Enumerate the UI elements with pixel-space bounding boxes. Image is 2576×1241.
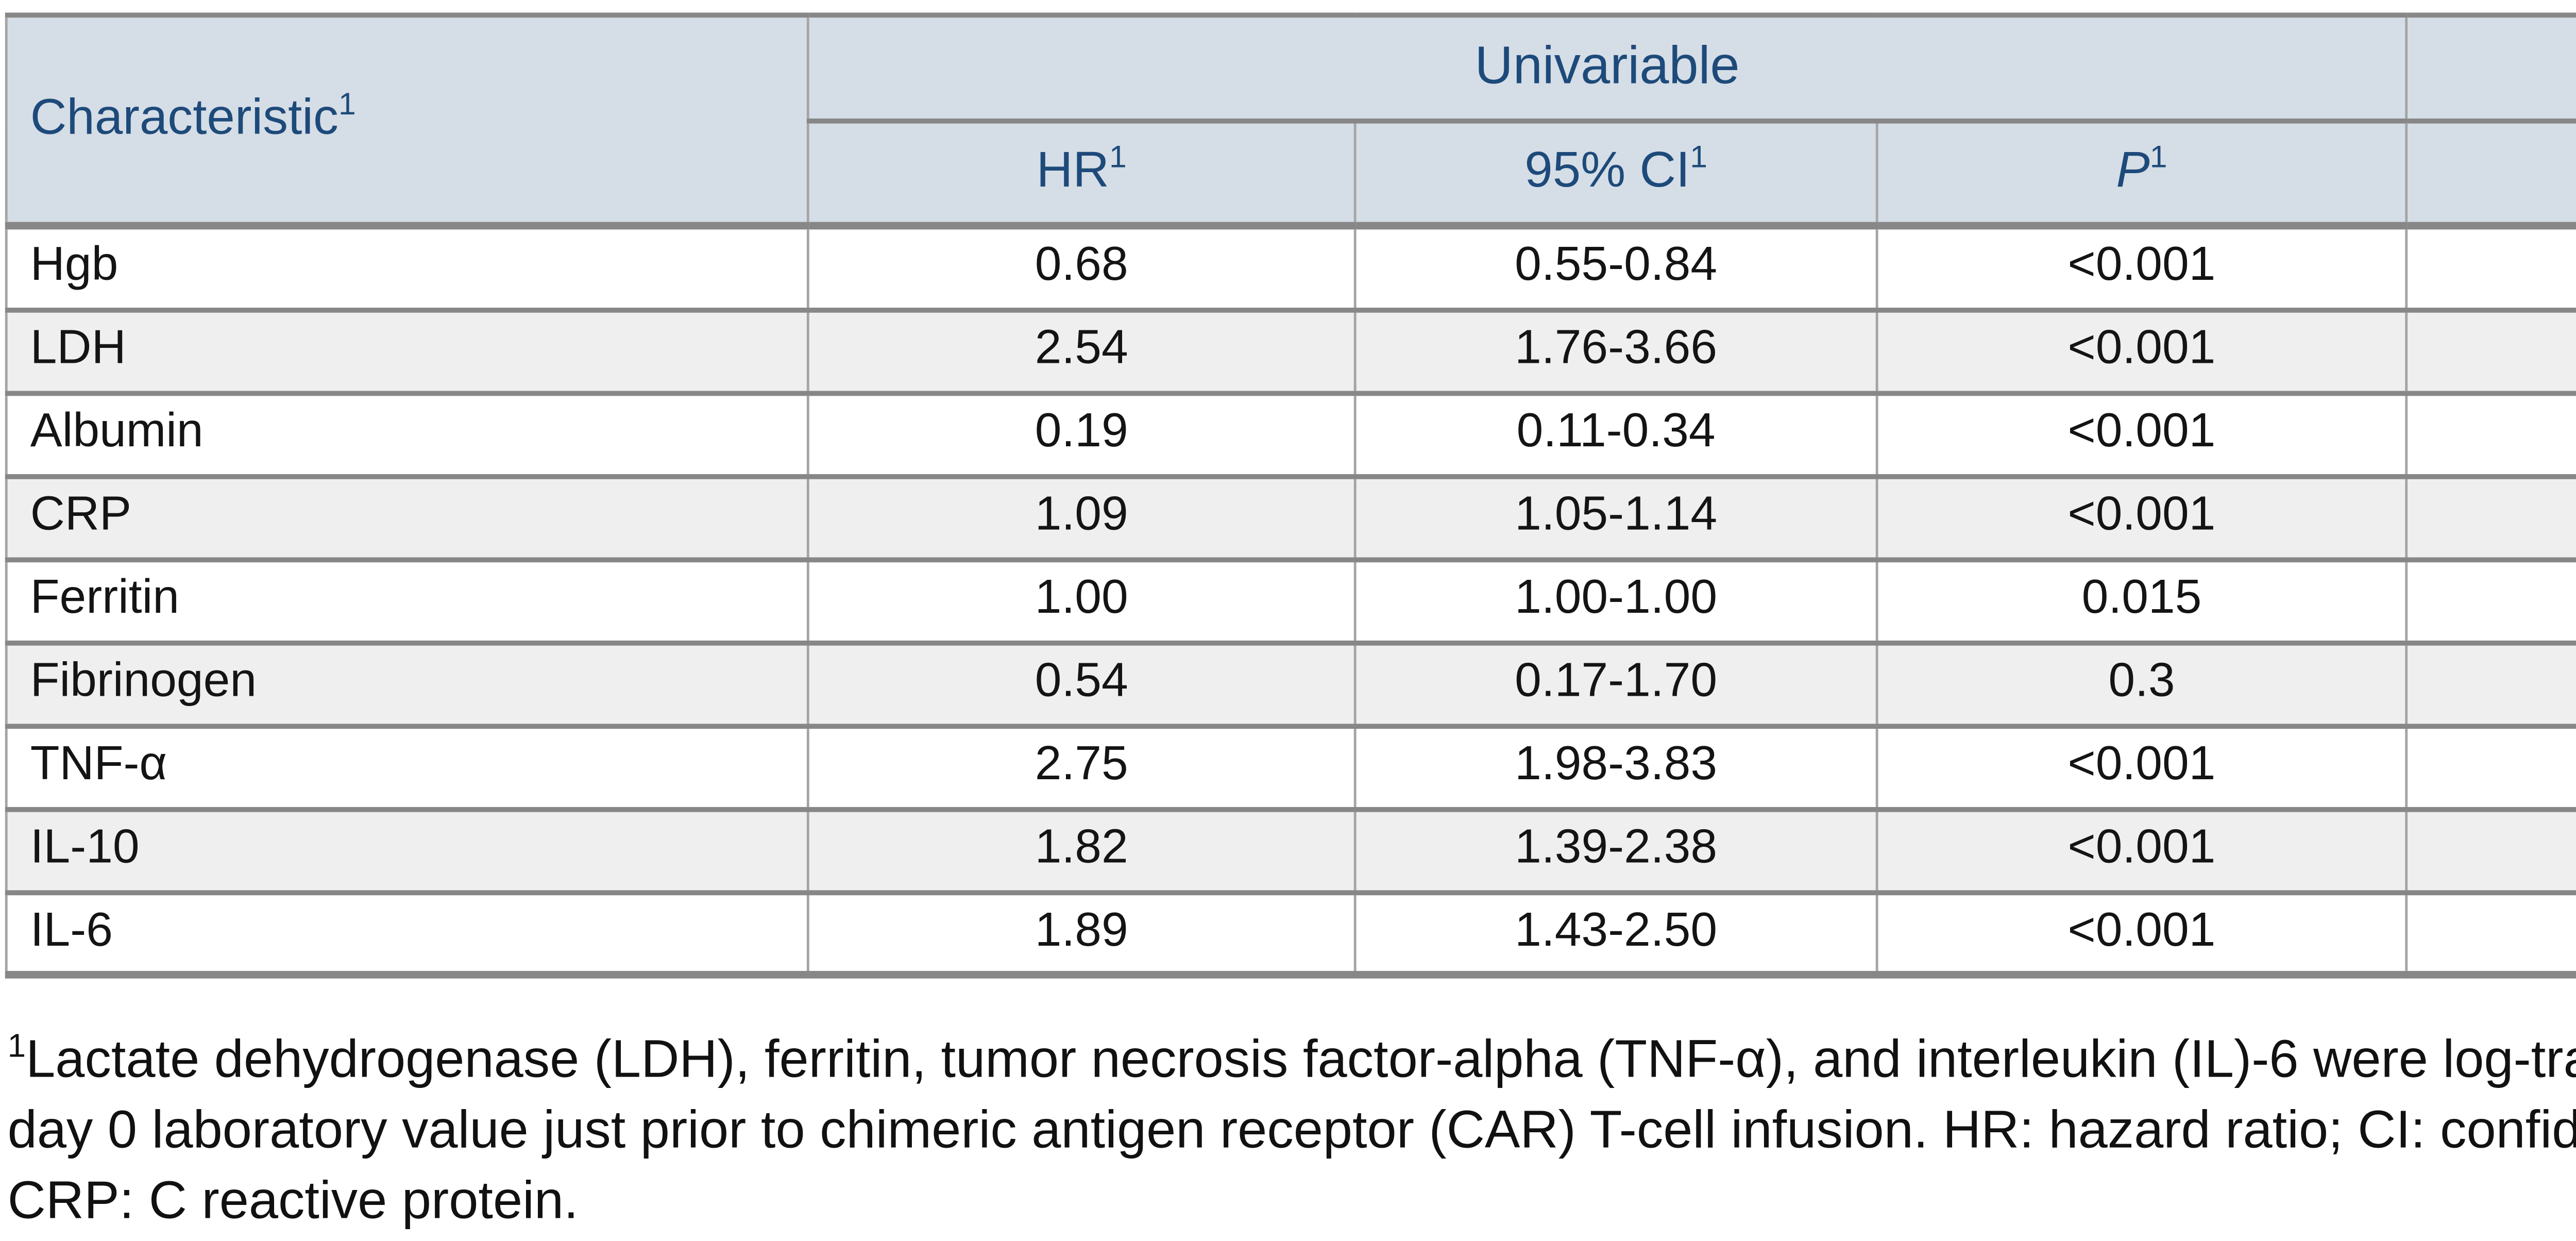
footnote-line: day 0 laboratory value just prior to chi… <box>7 1102 2576 1160</box>
column-header-p: P1 <box>1875 121 2408 230</box>
footnote-line: CRP: C reactive protein. <box>7 1172 579 1231</box>
value-cell: 1.76-3.66 <box>1353 309 1878 392</box>
value-cell: 1.82 <box>806 808 1357 892</box>
value-cell: - <box>2405 475 2576 559</box>
value-cell: 1.89 <box>806 891 1357 975</box>
value-cell: 1.00 <box>806 558 1357 642</box>
value-cell: <0.001 <box>1875 891 2408 975</box>
value-cell: 0.17-1.70 <box>1353 642 1878 725</box>
value-cell: 0.11-0.34 <box>1353 392 1878 476</box>
value-cell: 1.09 <box>806 475 1357 559</box>
value-cell: 1.39-2.38 <box>1353 808 1878 892</box>
value-cell: <0.001 <box>1875 725 2408 809</box>
value-cell: 2.54 <box>806 309 1357 392</box>
row-label: Hgb <box>5 225 809 309</box>
footnote-line: 1Lactate dehydrogenase (LDH), ferritin, … <box>7 1026 2576 1089</box>
value-cell: 1.74 <box>2405 891 2576 975</box>
value-cell: 2.75 <box>806 725 1357 809</box>
value-cell: - <box>2405 642 2576 725</box>
table-body: Hgb0.680.55-0.84<0.001---LDH2.541.76-3.6… <box>5 225 2576 975</box>
column-header-hr: HR1 <box>2405 121 2576 230</box>
table-row: IL-101.821.39-2.38<0.001--- <box>5 808 2576 892</box>
table-row: TNF-α2.751.98-3.83<0.0012.231.54-3.23<0.… <box>5 725 2576 809</box>
value-cell: <0.001 <box>1875 309 2408 392</box>
value-cell: 0.19 <box>806 392 1357 476</box>
value-cell: - <box>2405 392 2576 476</box>
table-row: IL-61.891.43-2.50<0.0011.741.18-2.560.00… <box>5 891 2576 975</box>
row-label: LDH <box>5 309 809 392</box>
group-header-univariable: Univariable <box>806 12 2408 124</box>
value-cell: <0.001 <box>1875 392 2408 476</box>
value-cell: 0.3 <box>1875 642 2408 725</box>
value-cell: 1.98-3.83 <box>1353 725 1878 809</box>
row-label: Fibrinogen <box>5 642 809 725</box>
footnote: 1Lactate dehydrogenase (LDH), ferritin, … <box>8 1027 2576 1238</box>
row-label: IL-10 <box>5 808 809 892</box>
group-header-multivariable: Multivariable <box>2405 12 2576 124</box>
row-label: Albumin <box>5 392 809 476</box>
value-cell: 1.00-1.00 <box>1353 558 1878 642</box>
group-header-row: Characteristic1 Univariable Multivariabl… <box>5 12 2576 230</box>
value-cell: - <box>2405 225 2576 309</box>
value-cell: - <box>2405 309 2576 392</box>
footnote-marker: 1 <box>7 1026 26 1065</box>
column-header-hr: HR1 <box>806 121 1357 230</box>
value-cell: 1.43-2.50 <box>1353 891 1878 975</box>
value-cell: 0.55-0.84 <box>1353 225 1878 309</box>
value-cell: - <box>2405 808 2576 892</box>
table-row: Ferritin1.001.00-1.000.0151.001.00-1.000… <box>5 558 2576 642</box>
value-cell: 0.015 <box>1875 558 2408 642</box>
value-cell: 1.00 <box>2405 558 2576 642</box>
row-label: IL-6 <box>5 891 809 975</box>
value-cell: 0.68 <box>806 225 1357 309</box>
footnote-marker: 1 <box>2149 139 2167 175</box>
value-cell: <0.001 <box>1875 225 2408 309</box>
value-cell: 1.05-1.14 <box>1353 475 1878 559</box>
value-cell: <0.001 <box>1875 475 2408 559</box>
regression-table: Characteristic1 Univariable Multivariabl… <box>5 12 2576 979</box>
footnote-marker: 1 <box>1109 139 1127 175</box>
column-header-characteristic: Characteristic1 <box>5 12 809 230</box>
value-cell: 2.23 <box>2405 725 2576 809</box>
column-header-95-ci: 95% CI1 <box>1353 121 1878 230</box>
footnote-marker: 1 <box>338 87 356 122</box>
value-cell: <0.001 <box>1875 808 2408 892</box>
row-label: TNF-α <box>5 725 809 809</box>
row-label: Ferritin <box>5 558 809 642</box>
footnote-marker: 1 <box>1690 139 1708 175</box>
value-cell: 0.54 <box>806 642 1357 725</box>
row-label: CRP <box>5 475 809 559</box>
